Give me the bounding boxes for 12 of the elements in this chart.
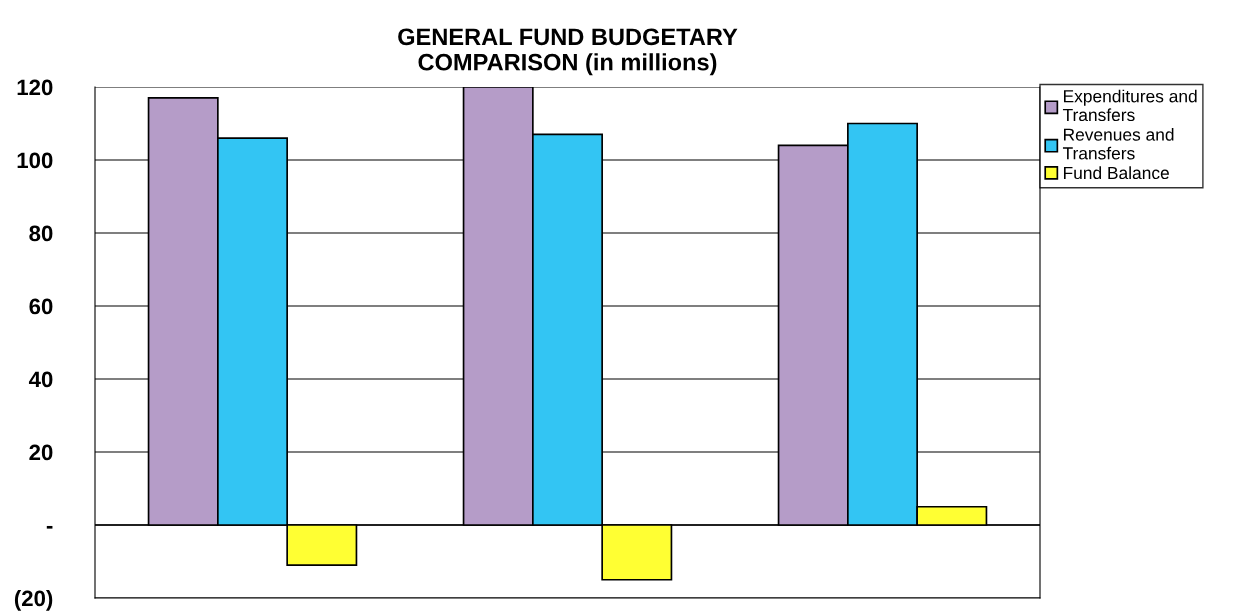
legend-label: Expenditures and Transfers	[1062, 89, 1197, 122]
y-tick-label: (20)	[14, 589, 53, 611]
y-tick-label: 20	[29, 444, 53, 461]
y-tick-label: 40	[28, 371, 53, 388]
y-tick-label: 100	[17, 152, 53, 169]
chart-title: GENERAL FUND BUDGETARY COMPARISON (in millions)	[398, 28, 738, 76]
y-tick-label: 120	[17, 79, 53, 96]
legend-label: Revenues and Transfers	[1062, 128, 1174, 160]
legend-label: Fund Balance	[1063, 166, 1169, 180]
y-tick-label: 60	[29, 298, 53, 315]
y-tick-label: 80	[29, 225, 53, 242]
y-tick-label: -	[46, 525, 53, 529]
